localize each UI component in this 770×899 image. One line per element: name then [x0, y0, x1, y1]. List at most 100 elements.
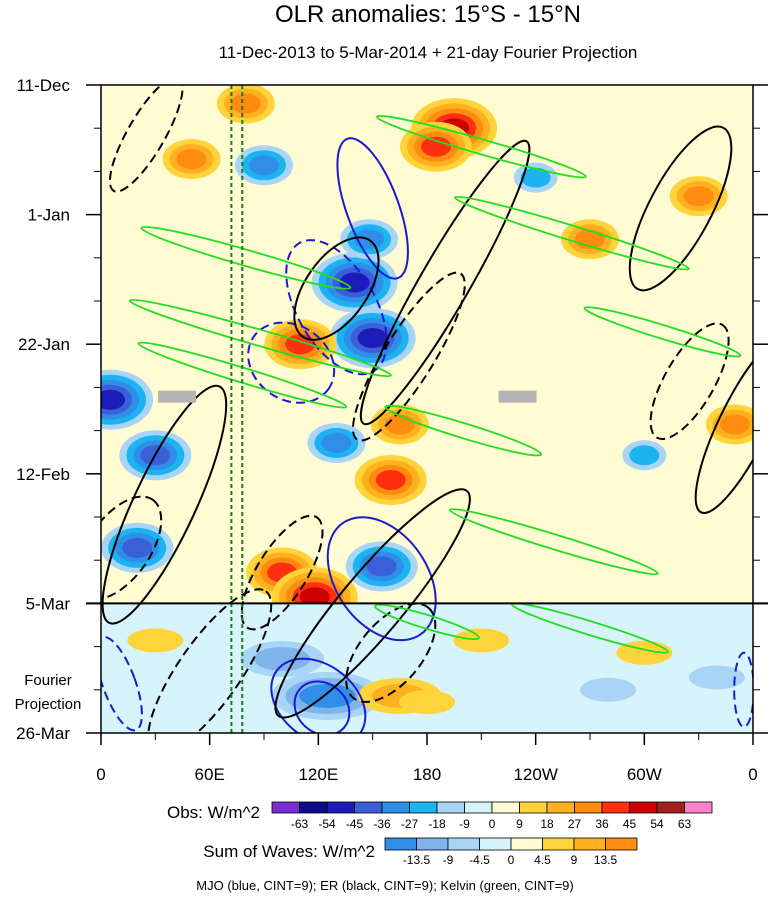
mjo-contour: [326, 516, 437, 642]
kelvin-contour: [137, 341, 348, 409]
obs-colorbar-level: 18: [540, 817, 554, 831]
er-contour: [101, 384, 228, 625]
obs-colorbar-swatch: [271, 801, 300, 814]
projection-label-line2: Projection: [15, 696, 82, 713]
obs-colorbar-level: -63: [291, 817, 309, 831]
obs-colorbar-level: -18: [428, 817, 446, 831]
obs-anomaly-blob: [230, 93, 261, 114]
obs-colorbar-level: 0: [489, 817, 496, 831]
y-tick-label: 5-Mar: [26, 594, 71, 613]
projection-anomaly-blob: [688, 665, 745, 690]
er-contour: [649, 322, 730, 441]
obs-anomaly-blob: [249, 155, 279, 176]
projection-anomaly-blob: [453, 628, 510, 653]
obs-colorbar-swatch: [519, 801, 548, 814]
waves-colorbar-swatch: [573, 837, 606, 851]
kelvin-contour: [454, 195, 690, 271]
obs-colorbar-label: Obs: W/m^2: [167, 803, 260, 822]
waves-colorbar-label: Sum of Waves: W/m^2: [203, 842, 375, 861]
er-contour: [359, 139, 531, 426]
obs-colorbar-swatch: [299, 801, 328, 814]
obs-colorbar-level: 54: [650, 817, 664, 831]
waves-colorbar-level: 4.5: [534, 853, 551, 867]
kelvin-contour: [448, 508, 659, 576]
obs-colorbar-swatch: [574, 801, 603, 814]
x-tick-label: 0: [96, 765, 105, 784]
obs-colorbar-swatch: [464, 801, 493, 814]
obs-colorbar-level: -36: [373, 817, 391, 831]
obs-colorbar-swatch: [436, 801, 465, 814]
obs-colorbar-swatch: [546, 801, 575, 814]
obs-anomaly-blob: [366, 556, 397, 577]
obs-colorbar-level: 63: [678, 817, 692, 831]
x-tick-label: 120W: [513, 765, 557, 784]
projection-anomaly-blob: [299, 683, 356, 708]
obs-anomaly-blob: [384, 414, 415, 435]
obs-anomaly-blob: [357, 328, 388, 349]
x-tick-label: 0: [748, 765, 757, 784]
obs-colorbar-swatch: [381, 801, 410, 814]
mjo-contour: [336, 137, 409, 280]
kelvin-contour: [375, 115, 587, 179]
obs-anomaly-blob: [299, 587, 330, 604]
waves-colorbar-level: 0: [508, 853, 515, 867]
waves-colorbar-swatch: [479, 837, 512, 851]
er-contour: [628, 125, 733, 292]
waves-colorbar-swatch: [447, 837, 480, 851]
kelvin-contour: [583, 306, 742, 358]
waves-colorbar-level: -13.5: [403, 853, 431, 867]
obs-anomaly-blob: [683, 186, 714, 207]
missing-data-marker: [158, 390, 197, 403]
footer-note: MJO (blue, CINT=9); ER (black, CINT=9); …: [196, 878, 573, 893]
obs-colorbar-swatch: [409, 801, 438, 814]
obs-anomaly-blob: [101, 389, 126, 410]
waves-colorbar-level: -9: [443, 853, 454, 867]
kelvin-contour: [140, 225, 352, 290]
er-contour: [240, 514, 324, 631]
obs-colorbar-swatch: [326, 801, 355, 814]
obs-colorbar-level: 27: [568, 817, 582, 831]
waves-colorbar-swatch: [384, 837, 417, 851]
y-tick-label: 12-Feb: [16, 465, 70, 484]
obs-colorbar-level: 36: [595, 817, 609, 831]
kelvin-contour: [128, 298, 392, 378]
y-tick-label: 1-Jan: [27, 206, 70, 225]
obs-colorbar-swatch: [491, 801, 520, 814]
projection-anomaly-blob: [580, 677, 637, 702]
obs-anomaly-blob: [122, 537, 153, 558]
er-contour: [345, 602, 437, 703]
obs-anomaly-blob: [375, 469, 406, 490]
mjo-contour: [101, 635, 143, 732]
projection-anomaly-blob: [399, 690, 455, 715]
obs-colorbar-level: -27: [401, 817, 419, 831]
y-tick-label: 22-Jan: [18, 335, 70, 354]
obs-colorbar-swatch: [629, 801, 658, 814]
waves-colorbar-level: 13.5: [594, 853, 618, 867]
obs-anomaly-blob: [629, 445, 660, 466]
obs-colorbar-level: -9: [459, 817, 470, 831]
obs-anomaly-blob: [421, 136, 452, 157]
projection-anomaly-blob: [127, 628, 184, 653]
er-contour: [351, 271, 466, 442]
obs-colorbar: -63 -54 -45 -36 -27 -18 -9 0 9 18 27 36 45 54 63: [271, 801, 713, 831]
projection-anomaly-blob: [254, 646, 311, 671]
mjo-contour: [270, 657, 367, 733]
er-contour: [101, 495, 163, 601]
er-contour: [108, 85, 184, 193]
plot-area: [101, 85, 753, 733]
er-contour: [274, 488, 471, 719]
er-contour: [147, 588, 273, 733]
missing-data-marker: [498, 390, 537, 403]
obs-colorbar-swatch: [656, 801, 685, 814]
x-tick-label: 60E: [195, 765, 225, 784]
obs-colorbar-level: -45: [346, 817, 364, 831]
er-contour: [293, 236, 380, 341]
kelvin-contour: [374, 603, 480, 640]
waves-colorbar-swatch: [605, 837, 638, 851]
waves-colorbar-level: 9: [571, 853, 578, 867]
y-tick-label: 11-Dec: [16, 76, 70, 95]
er-contour: [694, 334, 753, 514]
chart-subtitle: 11-Dec-2013 to 5-Mar-2014 + 21-day Fouri…: [219, 43, 638, 62]
waves-colorbar-swatch: [542, 837, 575, 851]
